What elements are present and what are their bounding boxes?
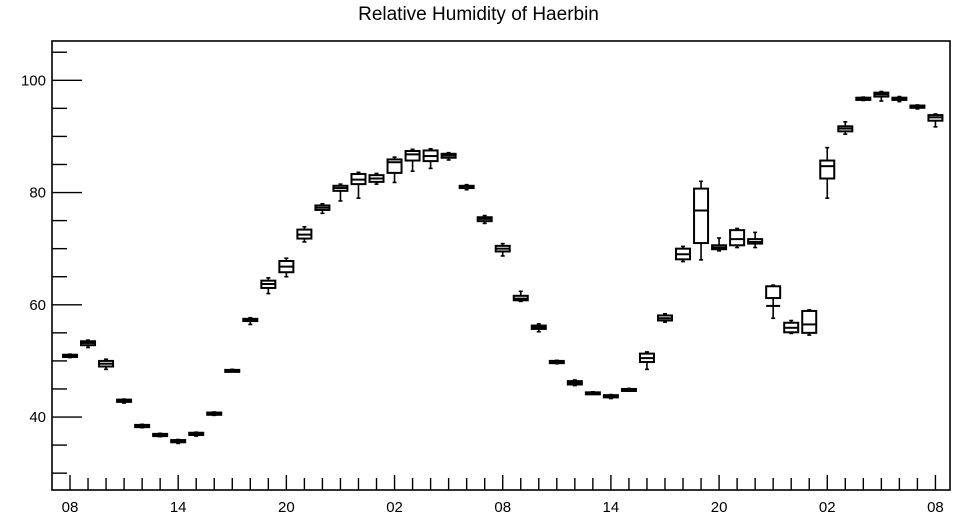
x-tick-label: 20	[278, 499, 295, 516]
box-step-18	[386, 156, 403, 184]
box-step-9	[224, 368, 241, 373]
box-step-35	[693, 180, 710, 261]
box-step-22	[458, 183, 475, 191]
x-tick-label: 20	[711, 499, 728, 516]
plot-frame	[51, 40, 951, 491]
box-step-1	[80, 339, 97, 349]
box-step-8	[206, 411, 223, 417]
box-step-33	[656, 312, 673, 323]
iqr-box	[729, 229, 746, 247]
box-step-19	[404, 148, 421, 173]
iqr-box	[693, 187, 710, 245]
box-step-43	[837, 121, 854, 135]
iqr-box	[765, 285, 782, 300]
chart-title: Relative Humidity of Haerbin	[358, 4, 599, 25]
box-step-41	[801, 309, 818, 336]
box-step-48	[927, 113, 944, 128]
box-step-28	[566, 379, 583, 387]
iqr-box	[801, 309, 818, 334]
box-step-0	[62, 353, 78, 359]
box-step-44	[855, 96, 872, 102]
y-tick-label: 40	[29, 409, 46, 426]
box-step-29	[584, 390, 601, 396]
box-step-14	[314, 202, 331, 215]
box-step-2	[98, 358, 115, 371]
box-step-32	[638, 351, 655, 371]
box-step-11	[260, 277, 277, 295]
box-step-27	[548, 359, 565, 365]
box-step-21	[440, 151, 457, 161]
box-step-7	[188, 431, 205, 437]
iqr-box	[404, 150, 421, 162]
box-step-31	[620, 387, 637, 393]
x-tick-label: 14	[170, 499, 187, 516]
box-step-45	[873, 90, 890, 102]
box-step-26	[530, 323, 547, 333]
box-step-10	[242, 316, 259, 326]
box-step-38	[747, 231, 764, 249]
box-step-20	[422, 147, 439, 170]
box-step-5	[152, 432, 169, 438]
box-step-47	[909, 104, 926, 110]
iqr-box	[819, 159, 836, 180]
y-tick-label: 100	[21, 72, 46, 89]
box-step-36	[711, 237, 728, 252]
box-step-24	[494, 242, 511, 257]
x-tick-label: 14	[603, 499, 620, 516]
box-step-40	[783, 319, 800, 335]
box-step-16	[350, 171, 367, 199]
x-tick-label: 02	[819, 499, 836, 516]
box-step-30	[602, 393, 619, 400]
x-tick-label: 08	[927, 499, 944, 516]
box-step-46	[891, 95, 908, 103]
box-step-25	[512, 290, 529, 303]
box-step-17	[368, 172, 385, 185]
box-step-4	[134, 423, 151, 429]
box-step-34	[675, 245, 692, 263]
box-step-37	[729, 227, 746, 249]
box-step-3	[116, 398, 133, 404]
x-tick-label: 08	[62, 499, 79, 516]
box-step-13	[296, 225, 313, 243]
box-step-39	[765, 284, 782, 320]
x-tick-label: 08	[494, 499, 511, 516]
x-tick-label: 02	[386, 499, 403, 516]
box-step-15	[332, 183, 349, 202]
y-tick-label: 60	[29, 297, 46, 314]
y-tick-label: 80	[29, 185, 46, 202]
box-step-12	[278, 257, 295, 278]
box-step-6	[170, 438, 187, 445]
box-step-42	[819, 146, 836, 199]
box-step-23	[476, 214, 493, 225]
